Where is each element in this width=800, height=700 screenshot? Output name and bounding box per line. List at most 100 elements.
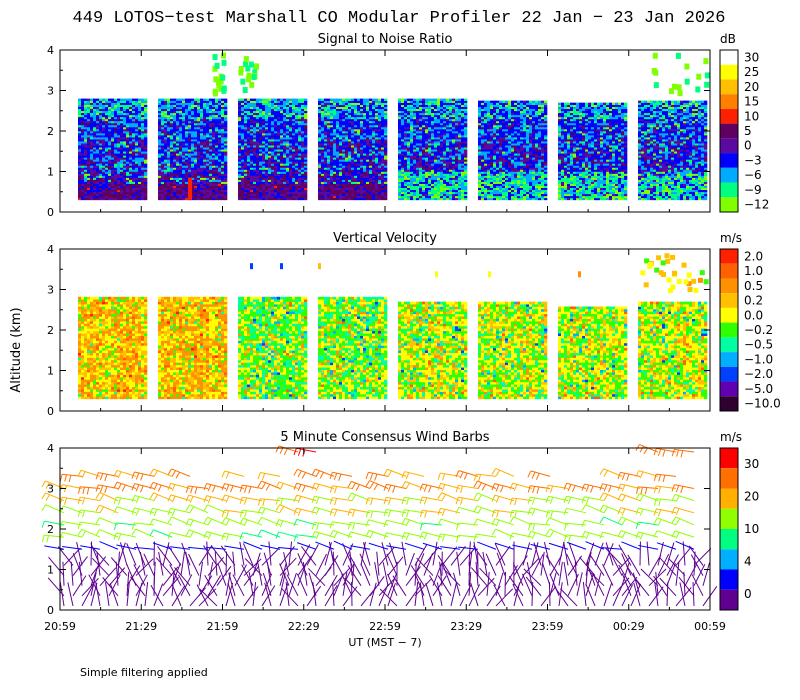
wind-barb [348,554,362,576]
wind-barb [405,586,421,607]
wind-barb-flag [495,484,500,492]
wind-barb-flag [315,484,320,492]
wind-barb [153,583,164,607]
wind-barb [458,546,479,550]
wind-barb-flag [221,509,225,517]
colorbar-label: 20 [744,490,759,504]
wind-barb-flag [140,485,144,493]
wind-barb-flag [175,471,181,479]
colorbar-label: 4 [744,554,752,568]
wind-barb-flag [581,483,585,491]
wind-barb [188,553,200,576]
wind-barb [369,582,377,607]
wind-barb-flag [662,449,666,457]
wind-barb [72,556,88,576]
wind-barb [558,561,563,586]
wind-barb [62,484,83,489]
wind-barb-flag [473,492,478,500]
wind-barb [437,555,452,576]
wind-barb [47,577,65,597]
wind-barb-flag [149,529,154,537]
wind-barb [582,582,587,607]
wind-barb [688,545,704,566]
wind-barb [549,554,563,576]
wind-barb [332,521,353,526]
wind-barb-flag [41,504,47,511]
wind-barb [659,577,677,597]
wind-barb [162,566,179,587]
wind-barb [169,564,182,586]
wind-barb [188,546,209,550]
wind-barb [281,588,299,607]
wind-barb-flag [369,531,374,539]
wind-barb-flag [585,484,590,492]
wind-barb [92,547,110,566]
wind-barb [508,575,524,597]
wind-barb [603,492,623,502]
wind-barb-flag [153,509,158,516]
wind-barb [674,506,695,514]
wind-barb-flag [311,468,316,476]
wind-barb [62,496,83,502]
wind-barb [602,531,623,538]
wind-barb [62,521,83,526]
snr-block [398,98,468,201]
wind-barb-flag [370,511,373,519]
wind-barb [178,574,191,597]
figure-title: 449 LOTOS−test Marshall CO Modular Profi… [73,9,726,28]
wind-barb [414,544,428,566]
wind-barb [621,584,634,607]
wind-barb-flag [635,531,640,539]
wind-barb [621,493,641,502]
wind-barb [679,582,686,607]
wind-barb-flag [265,484,271,491]
wind-barb [72,553,83,576]
wind-barb [612,557,630,576]
wind-barb-flag [617,472,621,480]
wind-barb [242,496,263,502]
wind-barb-flag [441,509,446,517]
wind-barb-flag [401,532,405,540]
colorbar-label: −5.0 [744,382,773,396]
wind-barb [566,553,578,576]
wind-barb-flag [117,497,122,505]
wind-barb-flag [495,496,500,503]
wind-barb [260,498,281,502]
wind-barb-flag [365,480,371,487]
wind-barb-flag [86,487,90,495]
wind-barb [108,574,121,597]
wind-barb [602,563,614,586]
wind-barb [171,583,182,607]
wind-barb [279,557,297,576]
wind-barb [674,493,695,502]
wind-barb-flag [675,495,680,503]
wind-barb [452,572,461,596]
wind-barb [585,504,605,514]
wind-barb-flag [527,531,532,538]
wind-barb [638,486,659,489]
wind-barb [458,484,479,489]
wind-barb-flag [113,481,118,489]
wind-barb-flag [185,518,190,526]
wind-barb-flag [617,507,622,515]
wind-barb-flag [280,498,284,506]
wind-barb [242,517,263,526]
axes-panel-1: 0 1 2 3 4 [47,44,711,219]
wind-barb [693,564,706,586]
wind-barb-flag [135,472,140,480]
wind-barb [225,582,234,607]
wind-barb [242,543,254,566]
wind-barb [468,541,471,566]
wind-barb [207,575,222,597]
wind-barb [378,577,396,597]
wind-barb [585,583,596,607]
wind-barb-flag [283,448,288,456]
wind-barb-flag [653,508,657,516]
wind-barb [62,561,65,586]
wind-barb [657,517,677,526]
wind-barb [563,541,569,566]
wind-barb-flag [293,469,298,476]
wind-barb-flag [293,494,298,502]
wind-barb [477,505,497,514]
wind-barb [640,568,659,587]
